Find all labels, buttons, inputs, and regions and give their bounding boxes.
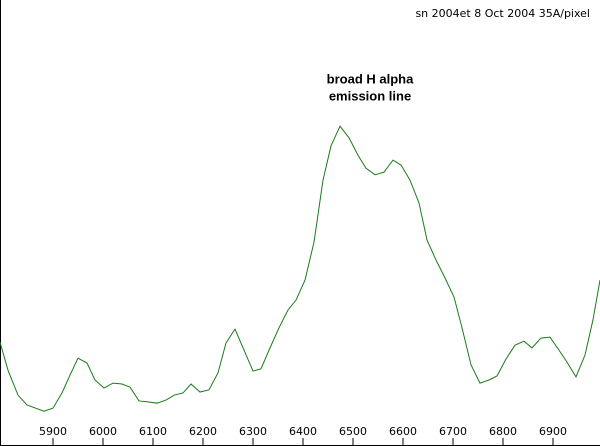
chart-title: sn 2004et 8 Oct 2004 35A/pixel: [415, 7, 590, 20]
x-tick-label: 6900: [539, 425, 567, 438]
x-tick-label: 6000: [89, 425, 117, 438]
annotation: broad H alpha: [327, 71, 414, 86]
annotation: emission line: [329, 88, 411, 103]
x-tick-label: 6600: [389, 425, 417, 438]
x-tick-label: 6400: [289, 425, 317, 438]
x-tick-label: 6800: [489, 425, 517, 438]
x-tick-label: 6300: [239, 425, 267, 438]
x-tick-label: 6500: [339, 425, 367, 438]
x-tick-label: 5900: [39, 425, 67, 438]
x-tick-label: 6100: [139, 425, 167, 438]
x-tick-label: 6200: [189, 425, 217, 438]
x-tick-label: 6700: [439, 425, 467, 438]
spectrum-line: [0, 125, 600, 412]
